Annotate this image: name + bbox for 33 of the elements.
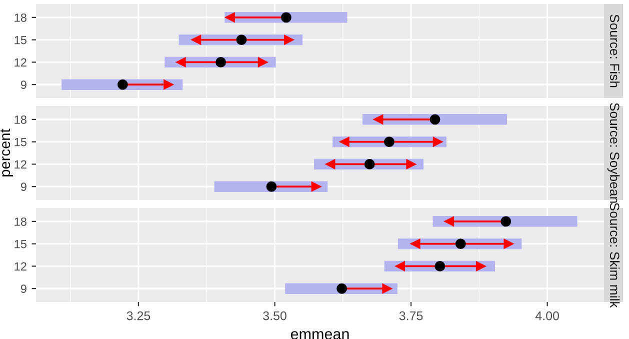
point	[236, 34, 247, 46]
point	[266, 181, 277, 192]
y-tick-label: 12	[14, 160, 26, 168]
y-tick-label: 12	[14, 58, 26, 66]
point	[280, 12, 292, 23]
point	[117, 79, 128, 90]
y-axis-title: percent	[0, 128, 13, 176]
y-tick-label: 9	[20, 284, 26, 293]
y-tick-label: 18	[14, 115, 26, 124]
y-tick-label: 15	[14, 138, 26, 146]
x-tick-label: 3.50	[263, 311, 286, 320]
point	[434, 260, 446, 272]
y-tick-label: 18	[14, 13, 26, 22]
y-tick-label: 12	[14, 262, 26, 270]
text: Source: Skim milk	[610, 202, 620, 308]
y-tick-label: 9	[20, 80, 26, 89]
x-axis-title: emmean	[290, 331, 349, 339]
point	[216, 56, 226, 68]
point	[430, 114, 440, 125]
point	[364, 158, 375, 170]
point	[455, 238, 466, 250]
point	[384, 136, 394, 148]
x-tick-label: 3.75	[399, 311, 423, 320]
y-tick-label: 15	[14, 240, 26, 248]
y-tick-label: 15	[14, 36, 26, 44]
x-tick-label: 3.25	[126, 311, 150, 320]
point	[500, 216, 512, 227]
text: Source: Soybean	[607, 102, 620, 203]
x-tick-label: 4.00	[535, 311, 559, 320]
text: Source: Fish	[610, 14, 620, 88]
y-tick-label: 18	[14, 217, 26, 226]
y-tick-label: 9	[20, 182, 26, 191]
point	[336, 283, 348, 294]
